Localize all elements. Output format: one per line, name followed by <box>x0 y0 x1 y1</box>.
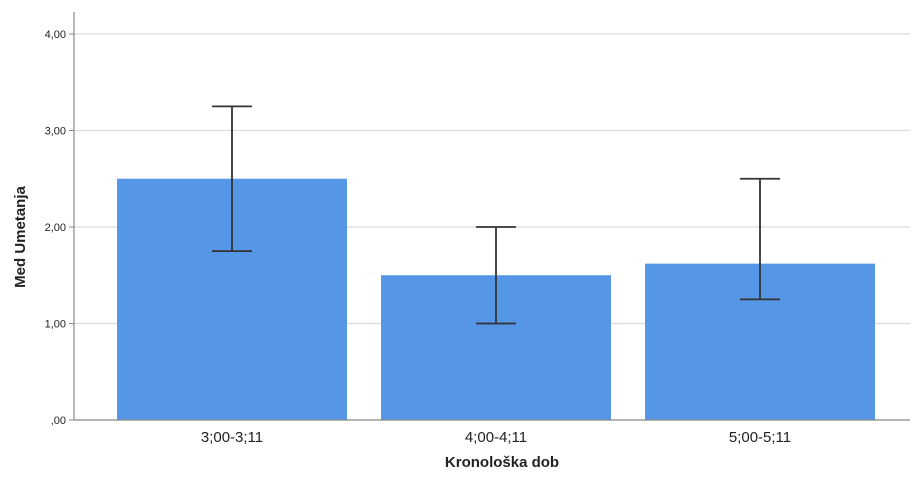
y-tick-label: 3,00 <box>45 126 66 138</box>
x-axis-title: Kronološka dob <box>445 454 559 471</box>
y-tick-label: ,00 <box>51 415 66 427</box>
axes <box>73 12 910 421</box>
x-tick-label: 4;00-4;11 <box>465 429 527 446</box>
y-tick-label: 4,00 <box>45 29 66 41</box>
x-tick-labels: 3;00-3;11 4;00-4;11 5;00-5;11 <box>201 429 791 446</box>
y-tick-labels: ,00 1,00 2,00 3,00 4,00 <box>45 29 74 427</box>
y-axis-title: Med Umetanja <box>12 186 29 288</box>
x-tick-label: 5;00-5;11 <box>729 429 791 446</box>
y-tick-label: 1,00 <box>45 319 66 331</box>
error-bars <box>212 105 780 325</box>
x-tick-label: 3;00-3;11 <box>201 429 263 446</box>
y-tick-label: 2,00 <box>45 222 66 234</box>
